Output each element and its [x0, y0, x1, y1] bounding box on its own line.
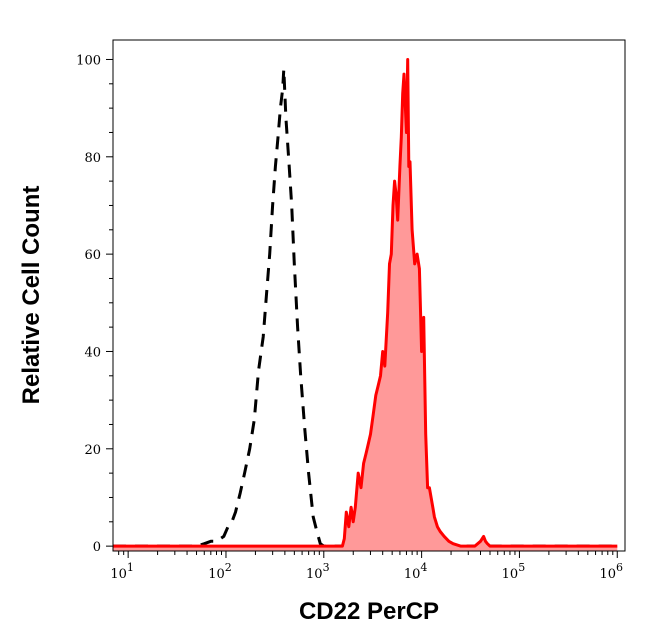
x-tick-exponent: 4	[420, 561, 427, 574]
series-1-line	[113, 58, 618, 548]
x-tick-exponent: 6	[616, 561, 623, 574]
y-tick-label: 20	[84, 443, 101, 458]
plot-area	[113, 58, 618, 551]
x-tick-exponent: 2	[225, 561, 232, 574]
x-tick-label: 104	[404, 561, 428, 582]
x-tick-exponent: 1	[127, 561, 134, 574]
y-axis-title: Relative Cell Count	[18, 186, 45, 405]
x-tick-label: 105	[502, 561, 526, 582]
x-tick-base: 10	[110, 567, 127, 582]
series-1-fill	[113, 59, 618, 551]
series-0-line	[113, 67, 618, 548]
y-tick-label: 40	[84, 345, 101, 360]
x-tick-base: 10	[599, 567, 616, 582]
x-tick-exponent: 5	[518, 561, 525, 574]
x-tick-exponent: 3	[323, 561, 330, 574]
x-tick-base: 10	[208, 567, 225, 582]
x-tick-base: 10	[306, 567, 323, 582]
x-tick-base: 10	[404, 567, 421, 582]
x-tick-label: 101	[110, 561, 134, 582]
x-tick-label: 102	[208, 561, 232, 582]
y-tick-label: 60	[84, 248, 101, 263]
x-axis-title: CD22 PerCP	[299, 598, 439, 625]
y-tick-label: 100	[76, 53, 101, 68]
y-tick-label: 0	[93, 540, 101, 555]
x-tick-label: 103	[306, 561, 330, 582]
plot-frame	[112, 39, 626, 552]
x-tick-base: 10	[502, 567, 519, 582]
x-tick-label: 106	[599, 561, 623, 582]
y-tick-label: 80	[84, 151, 101, 166]
